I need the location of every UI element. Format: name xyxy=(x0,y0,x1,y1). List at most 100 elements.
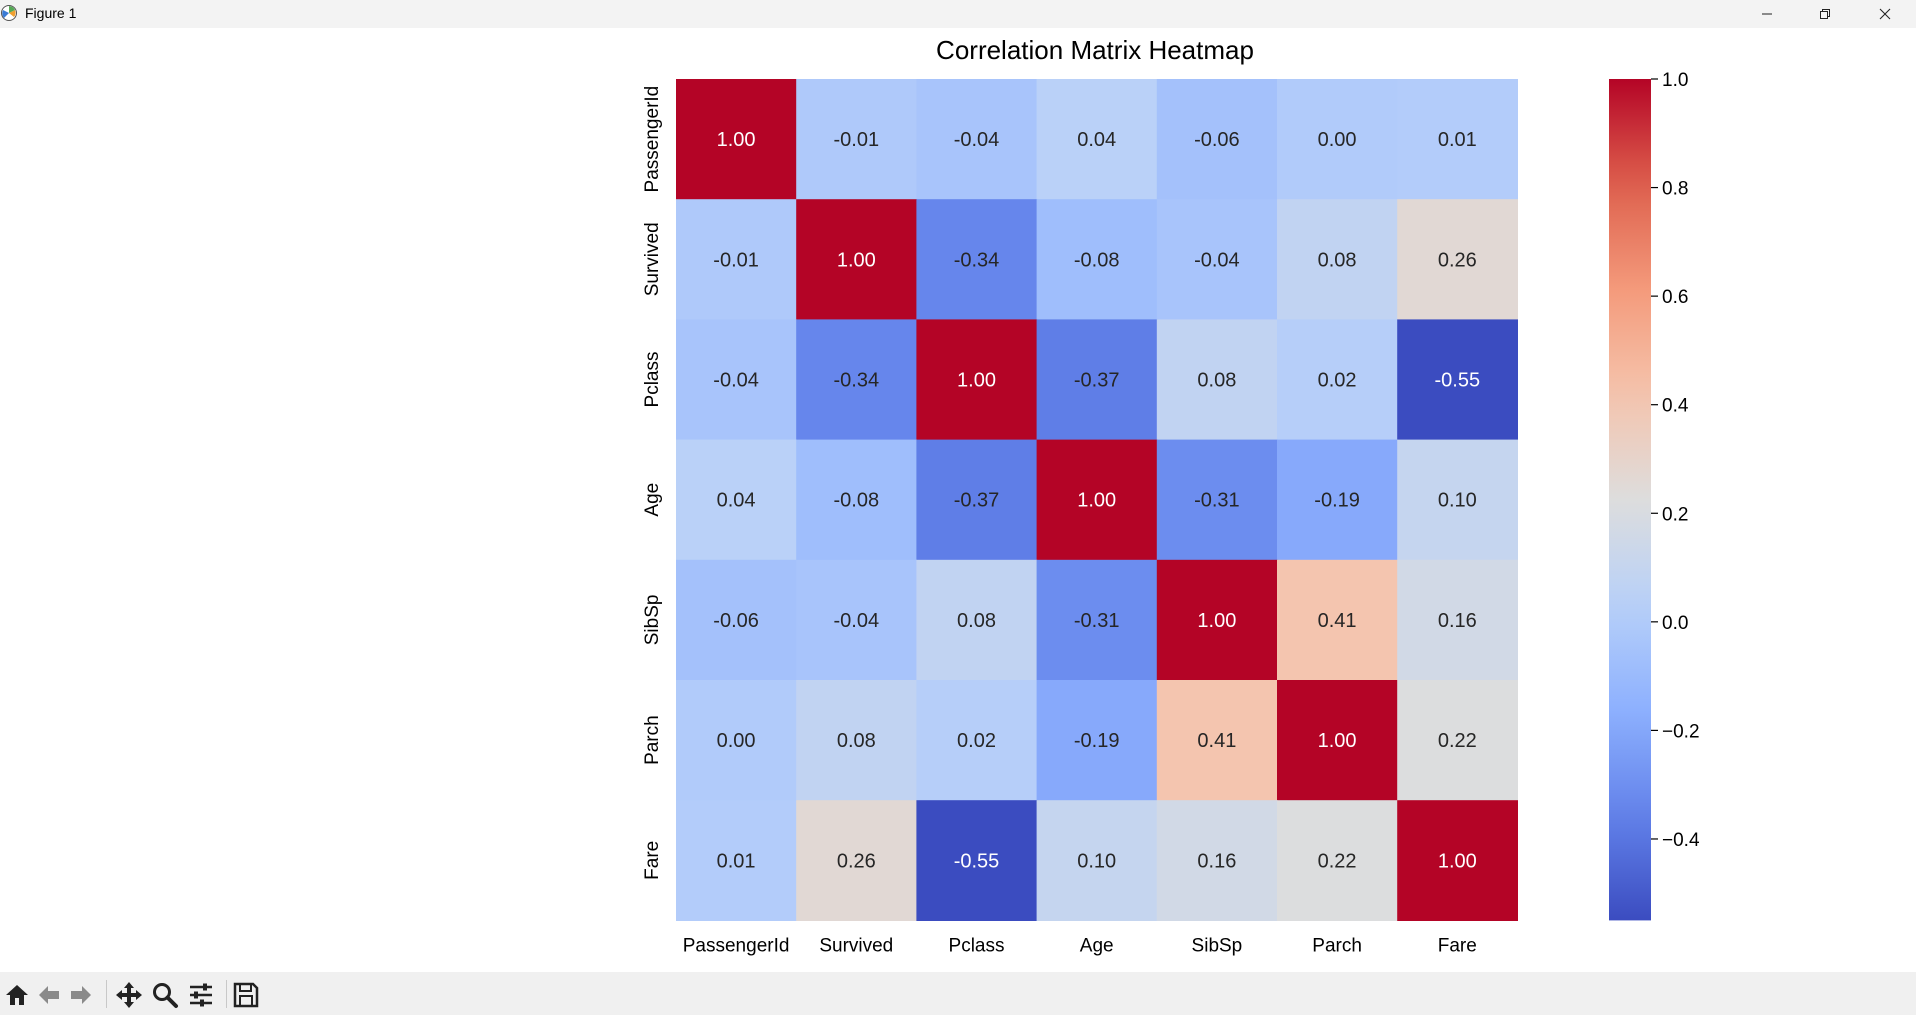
navigation-toolbar xyxy=(0,972,1916,1015)
heatmap-cell xyxy=(796,79,917,200)
heatmap-cell xyxy=(916,680,1038,801)
cell-value-label: 0.22 xyxy=(1318,850,1357,872)
cell-value-label: 1.00 xyxy=(1197,610,1236,632)
x-tick-label: Survived xyxy=(819,935,893,956)
heatmap-cell xyxy=(1156,199,1278,320)
cell-value-label: -0.34 xyxy=(834,370,880,392)
cell-value-label: -0.08 xyxy=(834,490,880,512)
cell-value-label: 0.01 xyxy=(717,850,756,872)
chart-title: Correlation Matrix Heatmap xyxy=(936,35,1254,65)
cell-value-label: 1.00 xyxy=(837,249,876,271)
home-icon xyxy=(6,985,28,1005)
figure-canvas[interactable]: Correlation Matrix Heatmap 1.00 -0.01 -0.0… xyxy=(0,28,1916,972)
heatmap-cell xyxy=(1156,319,1278,441)
colorbar-tick-label: −0.4 xyxy=(1662,830,1700,851)
heatmap-cell xyxy=(1277,680,1398,801)
heatmap-cell xyxy=(676,319,797,441)
restore-button[interactable] xyxy=(1796,0,1854,28)
cell-value-label: -0.04 xyxy=(1194,249,1240,271)
heatmap-cell xyxy=(1156,439,1278,561)
close-button[interactable] xyxy=(1856,0,1914,28)
heatmap-cell xyxy=(796,559,917,681)
heatmap-cell xyxy=(1397,319,1518,441)
y-tick-label: PassengerId xyxy=(642,86,663,193)
heatmap-cell xyxy=(1397,680,1518,801)
cell-value-label: 1.00 xyxy=(717,129,756,151)
configure-subplots-button[interactable] xyxy=(186,980,216,1010)
heatmap-cell xyxy=(916,319,1038,441)
cell-value-label: 0.00 xyxy=(1318,129,1357,151)
x-tick-label: Age xyxy=(1080,935,1114,956)
x-tick-label: Fare xyxy=(1438,935,1477,956)
restore-icon xyxy=(1820,9,1830,19)
cell-value-label: -0.19 xyxy=(1074,730,1120,752)
cell-value-label: -0.37 xyxy=(954,490,1000,512)
forward-button[interactable] xyxy=(66,980,96,1010)
heatmap-cell xyxy=(676,680,797,801)
cell-value-label: 0.08 xyxy=(957,610,996,632)
y-tick-label: Parch xyxy=(642,715,663,765)
y-tick-label: SibSp xyxy=(642,595,663,646)
cell-value-label: 0.02 xyxy=(957,730,996,752)
minimize-button[interactable] xyxy=(1738,0,1796,28)
cell-value-label: 0.02 xyxy=(1318,370,1357,392)
cell-value-label: -0.55 xyxy=(954,850,1000,872)
cell-value-label: 0.26 xyxy=(837,850,876,872)
heatmap-cell xyxy=(1397,79,1518,200)
heatmap-cell xyxy=(676,559,797,681)
heatmap-cell xyxy=(676,439,797,561)
cell-value-label: 0.00 xyxy=(717,730,756,752)
cell-value-label: -0.19 xyxy=(1314,490,1360,512)
home-button[interactable] xyxy=(2,980,32,1010)
heatmap-cell xyxy=(1036,559,1158,681)
heatmap-cell xyxy=(1156,680,1278,801)
x-tick-labels: PassengerId Survived Pclass Age SibSp Parch Fa… xyxy=(683,935,1477,956)
heatmap-cell xyxy=(796,680,917,801)
pan-icon xyxy=(116,982,142,1008)
cell-value-label: -0.01 xyxy=(713,249,759,271)
save-button[interactable] xyxy=(231,980,261,1010)
cell-value-label: -0.04 xyxy=(713,370,759,392)
pan-button[interactable] xyxy=(114,980,144,1010)
colorbar-tick-label: 0.2 xyxy=(1662,504,1688,525)
heatmap-cell xyxy=(676,199,797,320)
cell-value-label: -0.04 xyxy=(834,610,880,632)
cell-value-label: 0.16 xyxy=(1438,610,1477,632)
heatmap-cell xyxy=(676,800,797,921)
zoom-button[interactable] xyxy=(150,980,180,1010)
heatmap-cell xyxy=(916,439,1038,561)
y-tick-label: Survived xyxy=(642,222,663,296)
x-tick-label: SibSp xyxy=(1192,935,1243,956)
heatmap-cell xyxy=(1277,199,1398,320)
cell-value-label: 1.00 xyxy=(1077,490,1116,512)
cell-value-label: -0.37 xyxy=(1074,370,1120,392)
heatmap-cell xyxy=(1156,559,1278,681)
heatmap-cell xyxy=(1156,79,1278,200)
y-tick-label: Age xyxy=(642,483,663,517)
heatmap-cell xyxy=(916,199,1038,320)
close-icon xyxy=(1879,8,1891,20)
cell-value-label: 0.08 xyxy=(1318,249,1357,271)
y-tick-label: Fare xyxy=(642,841,663,880)
cell-value-label: -0.31 xyxy=(1074,610,1120,632)
cell-value-label: -0.06 xyxy=(713,610,759,632)
heatmap-cell xyxy=(796,199,917,320)
cell-value-label: -0.31 xyxy=(1194,490,1240,512)
cell-value-label: 0.16 xyxy=(1197,850,1236,872)
colorbar-tick-label: −0.2 xyxy=(1662,721,1700,742)
colorbar-tick-label: 0.6 xyxy=(1662,287,1688,308)
configure-subplots-icon xyxy=(190,983,212,1007)
heatmap-chart: Correlation Matrix Heatmap 1.00 -0.01 -0.0… xyxy=(642,35,1700,956)
heatmap-cell xyxy=(796,800,917,921)
cell-value-label: -0.55 xyxy=(1435,370,1481,392)
back-button[interactable] xyxy=(34,980,64,1010)
heatmap-cell xyxy=(1036,79,1158,200)
heatmap-cell xyxy=(1036,439,1158,561)
heatmap-cell xyxy=(676,79,797,200)
cell-value-label: -0.04 xyxy=(954,129,1000,151)
heatmap-cell xyxy=(1036,319,1158,441)
matplotlib-app-icon xyxy=(0,4,18,22)
heatmap-cell xyxy=(1036,199,1158,320)
heatmap-cell xyxy=(796,319,917,441)
cell-value-label: 0.26 xyxy=(1438,249,1477,271)
